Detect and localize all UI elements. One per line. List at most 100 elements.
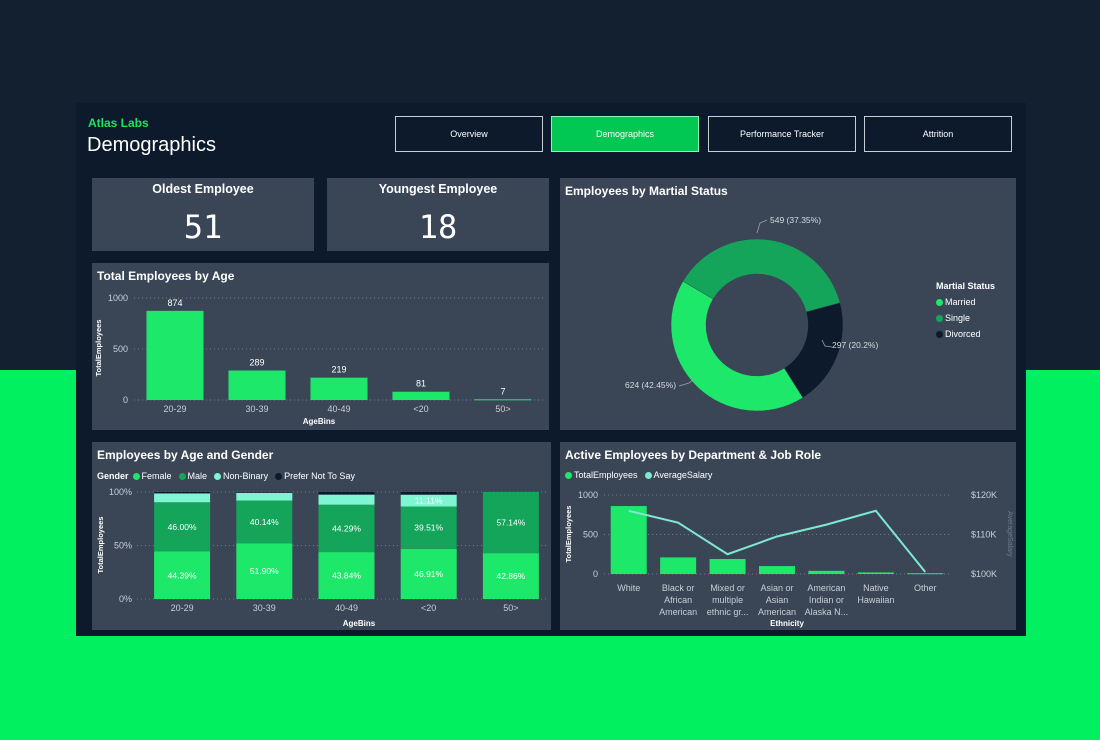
legend-item-average-salary[interactable]: AverageSalary xyxy=(644,470,713,480)
legend-non-binary-label: Non-Binary xyxy=(223,471,269,481)
stacked-bar-segment xyxy=(482,553,539,599)
y-tick-label: 1000 xyxy=(578,490,598,500)
data-label: 549 (37.35%) xyxy=(770,215,821,225)
kpi-youngest-value: 18 xyxy=(418,208,458,246)
legend-item-prefer-not-to-say[interactable]: Prefer Not To Say xyxy=(275,471,355,481)
legend-female-label: Female xyxy=(141,471,172,481)
age-chart: 1000 500 0 874 20-29 289 30-39 219 40-49 81 <20 7 50… xyxy=(94,293,544,426)
bar xyxy=(857,572,894,574)
brand-name: Atlas Labs xyxy=(88,116,149,130)
x-axis-title: Ethnicity xyxy=(770,619,804,628)
stacked-bar-segment xyxy=(236,492,293,501)
marital-legend: Martial Status Married Single Divorced xyxy=(936,281,995,339)
legend-item-total-employees[interactable]: TotalEmployees xyxy=(565,470,638,480)
legend-single-label: Single xyxy=(945,313,971,323)
x-tick-label: ethnic gr... xyxy=(707,607,749,617)
x-tick-label: 20-29 xyxy=(171,603,194,613)
leader-line xyxy=(821,339,833,348)
male-dot-icon xyxy=(178,472,186,480)
data-label: 44.29% xyxy=(332,523,361,533)
legend-item-non-binary[interactable]: Non-Binary xyxy=(214,471,268,481)
x-tick-label: Hawaiian xyxy=(857,595,894,605)
gender-chart-title: Employees by Age and Gender xyxy=(97,448,274,462)
dept-chart: 1000 $120K 500 $110K 0 $100K White Black or Afri… xyxy=(564,490,1013,628)
data-label: 57.14% xyxy=(496,518,525,528)
bar xyxy=(228,370,286,400)
kpi-youngest-card[interactable]: Youngest Employee 18 xyxy=(327,178,549,251)
legend-total-employees-label: TotalEmployees xyxy=(574,470,638,480)
y-tick-label: 100% xyxy=(109,487,132,497)
age-chart-card[interactable]: Total Employees by Age 1000 500 0 874 20-29 2… xyxy=(92,263,549,430)
kpi-oldest-value: 51 xyxy=(183,208,223,246)
y-tick-label: 1000 xyxy=(108,293,128,303)
x-tick-label: <20 xyxy=(413,404,428,414)
nav-overview-button[interactable]: Overview xyxy=(395,116,543,152)
single-dot-icon xyxy=(936,315,943,323)
x-tick-label: multiple xyxy=(712,595,743,605)
total-employees-dot-icon xyxy=(565,471,572,479)
data-label: 40.14% xyxy=(250,517,279,527)
legend-divorced-label: Divorced xyxy=(945,329,981,339)
nav-attrition-button[interactable]: Attrition xyxy=(864,116,1012,152)
x-tick-label: <20 xyxy=(421,603,436,613)
legend-item-married[interactable]: Married xyxy=(936,297,995,307)
nav-demographics-button[interactable]: Demographics xyxy=(551,116,699,152)
legend-item-divorced[interactable]: Divorced xyxy=(936,329,995,339)
stacked-bar-segment xyxy=(154,502,211,552)
y-tick-label: 0 xyxy=(593,569,598,579)
legend-average-salary-label: AverageSalary xyxy=(653,470,713,480)
stacked-bar-segment xyxy=(400,492,457,495)
gender-chart-card[interactable]: Employees by Age and Gender Gender Femal… xyxy=(92,442,551,630)
data-label: 43.84% xyxy=(332,571,361,581)
legend-item-male[interactable]: Male xyxy=(178,471,207,481)
x-tick-label: 30-39 xyxy=(253,603,276,613)
y-right-axis-title: AverageSalary xyxy=(1006,511,1013,557)
marital-chart-card[interactable]: Employees by Martial Status 624 (42.45%)… xyxy=(560,178,1016,430)
legend-item-single[interactable]: Single xyxy=(936,313,995,323)
kpi-oldest-title: Oldest Employee xyxy=(152,182,254,196)
data-label: 51.90% xyxy=(250,566,279,576)
bar xyxy=(660,557,697,574)
gender-chart: 100% 50% 0% 44.39% 46.00% 20-29 51.90% 40.14% 30… xyxy=(96,487,548,628)
dept-chart-title: Active Employees by Department & Job Rol… xyxy=(565,448,822,462)
donut-slice-married xyxy=(670,280,804,412)
legend-prefer-not-to-say-label: Prefer Not To Say xyxy=(284,471,355,481)
bar xyxy=(392,391,450,400)
marital-legend-title: Martial Status xyxy=(936,281,996,291)
y-axis-title: TotalEmployees xyxy=(96,517,105,574)
bar xyxy=(474,399,532,401)
data-label: 874 xyxy=(167,298,182,308)
stacked-bar-segment xyxy=(236,500,293,544)
x-tick-label: 40-49 xyxy=(327,404,350,414)
x-tick-label: 50> xyxy=(495,404,510,414)
marital-chart-title: Employees by Martial Status xyxy=(565,184,728,198)
nav-performance-tracker-button[interactable]: Performance Tracker xyxy=(708,116,856,152)
data-label: 219 xyxy=(331,365,346,375)
legend-item-female[interactable]: Female xyxy=(132,471,172,481)
marital-chart: 624 (42.45%) 549 (37.35%) 297 (20.2%) xyxy=(625,215,878,412)
data-label: 39.51% xyxy=(414,523,443,533)
data-label: 81 xyxy=(416,379,426,389)
kpi-oldest-card[interactable]: Oldest Employee 51 xyxy=(92,178,314,251)
x-axis-title: AgeBins xyxy=(303,417,336,426)
bar xyxy=(709,558,746,574)
female-dot-icon xyxy=(132,472,140,480)
stacked-bar-segment xyxy=(318,494,375,505)
married-dot-icon xyxy=(936,299,943,307)
y-axis-title: TotalEmployees xyxy=(94,320,103,377)
x-tick-label: African xyxy=(664,595,692,605)
x-tick-label: White xyxy=(617,583,640,593)
stacked-bar-segment xyxy=(154,551,211,599)
dept-chart-card[interactable]: Active Employees by Department & Job Rol… xyxy=(560,442,1016,630)
leader-line xyxy=(678,377,696,387)
stacked-bar-segment xyxy=(154,492,211,494)
x-tick-label: American xyxy=(758,607,796,617)
x-tick-label: American xyxy=(659,607,697,617)
data-label: 7 xyxy=(500,386,505,396)
average-salary-dot-icon xyxy=(644,471,652,479)
y-tick-label: 500 xyxy=(583,530,598,540)
y-right-tick-label: $120K xyxy=(971,490,997,500)
stacked-bar-segment xyxy=(400,494,457,507)
stacked-bar-segment xyxy=(236,543,293,599)
x-tick-label: 40-49 xyxy=(335,603,358,613)
